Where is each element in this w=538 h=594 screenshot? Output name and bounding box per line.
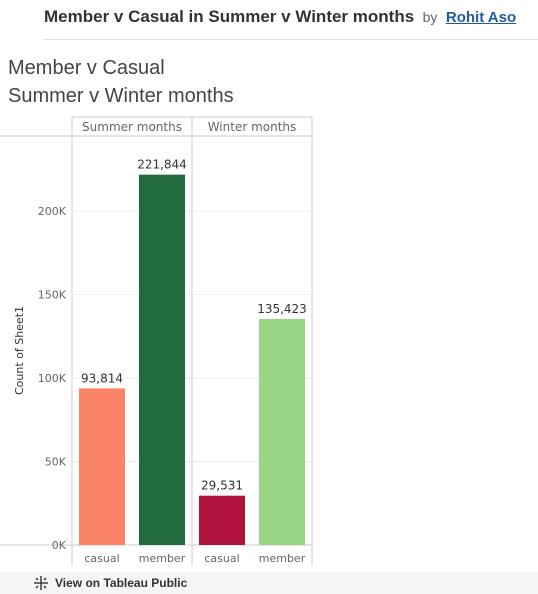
author-link[interactable]: Rohit Aso <box>445 9 517 26</box>
y-tick-label: 100K <box>38 372 67 385</box>
viz-title-line-1: Member v Casual <box>8 57 165 79</box>
x-tick-label: member <box>139 552 186 565</box>
bar-casual <box>199 495 245 545</box>
data-label: 93,814 <box>81 371 123 385</box>
bar-casual <box>79 388 125 545</box>
data-label: 29,531 <box>201 479 243 493</box>
dashboard-header: Member v Casual in Summer v Winter month… <box>44 7 538 29</box>
viz-title: Member v Casual Summer v Winter months <box>8 54 234 110</box>
x-tick-label: casual <box>84 552 119 565</box>
by-label: by <box>422 9 438 25</box>
bar-member <box>259 318 305 545</box>
bar-member <box>139 174 185 545</box>
bar-chart: Summer months Winter months 0K 50K 100K 150K 2… <box>0 116 313 566</box>
header-divider <box>44 39 538 40</box>
dashboard-title: Member v Casual in Summer v Winter month… <box>44 7 415 26</box>
x-tick-label: member <box>259 552 306 565</box>
data-label: 135,423 <box>257 302 307 316</box>
view-on-tableau-link[interactable]: View on Tableau Public <box>55 576 188 590</box>
tableau-logo-icon <box>34 576 48 590</box>
data-label: 221,844 <box>137 158 187 172</box>
y-tick-label: 0K <box>52 539 67 552</box>
viz-title-line-2: Summer v Winter months <box>8 85 234 107</box>
panel-header-label: Winter months <box>208 120 297 134</box>
y-tick-label: 200K <box>38 205 67 218</box>
y-tick-label: 50K <box>45 456 67 469</box>
footer-bar[interactable]: View on Tableau Public <box>0 572 538 594</box>
panel-header-label: Summer months <box>82 120 182 134</box>
y-axis-label: Count of Sheet1 <box>13 306 26 395</box>
x-tick-label: casual <box>204 552 239 565</box>
y-tick-label: 150K <box>38 289 67 302</box>
